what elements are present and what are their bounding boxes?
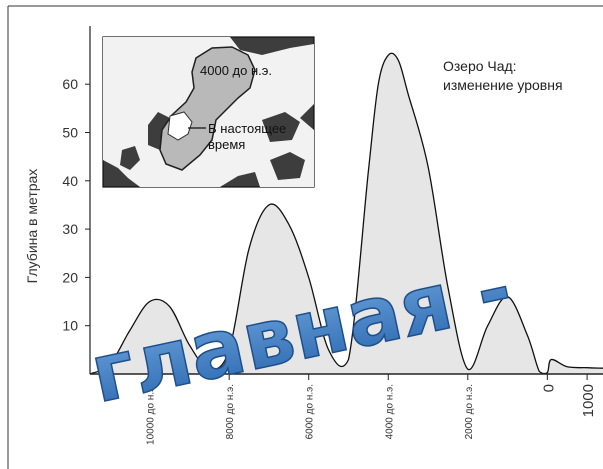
y-tick-label: 30 <box>62 221 78 237</box>
x-tick-label: 4000 до н.э. <box>384 384 395 439</box>
y-tick-label: 50 <box>62 125 78 141</box>
chart-title-line-2: изменение уровня <box>443 77 563 93</box>
inset-map: 4000 до н.э. В настоящее время <box>102 36 315 188</box>
y-tick-label: 60 <box>62 76 78 92</box>
y-tick-label: 10 <box>62 318 78 334</box>
inset-map-label-present-2: время <box>208 137 245 152</box>
x-ticks: 10000 до н.э. 8000 до н.э. 6000 до н.э. 400… <box>146 374 597 445</box>
y-tick-label: 40 <box>62 173 78 189</box>
x-tick-label: 8000 до н.э. <box>225 384 236 439</box>
inset-map-ancient-lake <box>159 46 256 171</box>
y-axis-label: Глубина в метрах <box>24 169 40 284</box>
x-tick-label: 1000 <box>580 384 597 417</box>
y-ticks: 10 20 30 40 50 60 <box>62 76 90 334</box>
inset-map-modern-lake <box>167 111 193 141</box>
inset-map-label-ancient: 4000 до н.э. <box>200 63 272 78</box>
x-tick-label: 6000 до н.э. <box>305 384 316 439</box>
depth-area <box>90 53 603 374</box>
depth-line <box>89 52 603 375</box>
x-tick-label: 0 <box>540 384 557 392</box>
y-tick-label: 20 <box>62 269 78 285</box>
inset-map-label-present-1: В настоящее <box>208 121 286 136</box>
chart-title-line-1: Озеро Чад: <box>443 58 517 74</box>
x-tick-label: 10000 до н.э. <box>146 384 157 445</box>
x-tick-label: 2000 до н.э. <box>464 384 475 439</box>
